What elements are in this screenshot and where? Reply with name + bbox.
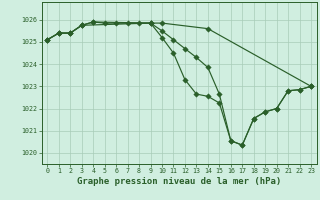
X-axis label: Graphe pression niveau de la mer (hPa): Graphe pression niveau de la mer (hPa) [77, 177, 281, 186]
